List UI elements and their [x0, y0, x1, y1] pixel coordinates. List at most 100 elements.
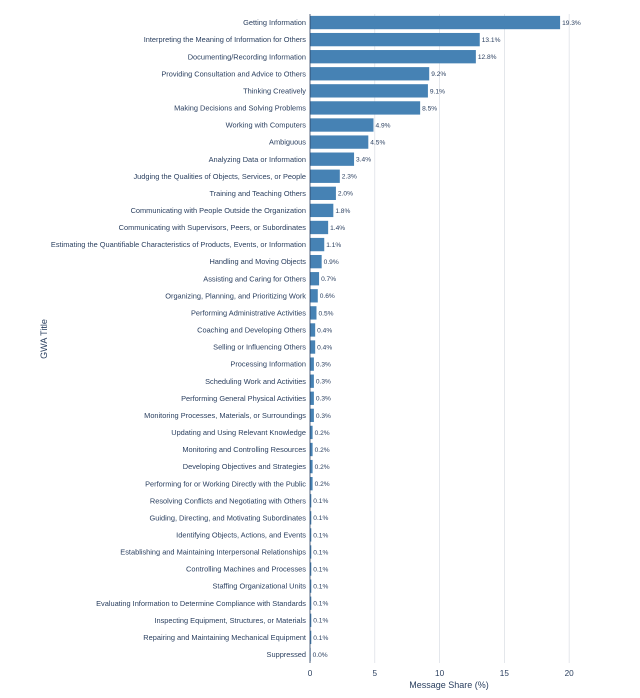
category-label: Updating and Using Relevant Knowledge [171, 428, 306, 437]
value-label: 0.1% [313, 584, 328, 591]
value-label: 9.2% [431, 71, 446, 78]
value-label: 0.5% [318, 310, 333, 317]
bar [310, 545, 312, 559]
bar [310, 579, 312, 593]
bar [310, 613, 312, 627]
category-label: Scheduling Work and Activities [205, 377, 306, 386]
bar [310, 15, 561, 30]
category-label: Organizing, Planning, and Prioritizing W… [165, 291, 306, 300]
bar [310, 84, 428, 98]
x-tick-label: 15 [500, 669, 510, 678]
value-label: 0.4% [317, 344, 332, 351]
x-axis-title: Message Share (%) [409, 680, 489, 690]
value-label: 4.5% [370, 139, 385, 146]
bar [310, 203, 334, 218]
value-label: 0.3% [316, 362, 331, 369]
value-label: 1.8% [335, 208, 350, 215]
bar [310, 306, 317, 320]
bar [310, 459, 313, 474]
value-label: 9.1% [430, 88, 445, 95]
category-label: Interpreting the Meaning of Information … [144, 35, 307, 44]
value-label: 19.3% [562, 20, 581, 27]
bar [310, 562, 312, 576]
value-labels: 19.3% 13.1% 12.8% 9.2% 9.1% 8.5% 4.9% 4.5% 3.4% 2… [313, 20, 581, 659]
y-axis-title: GWA Title [39, 319, 49, 359]
bar [310, 169, 340, 183]
bar [310, 152, 355, 166]
value-label: 0.1% [313, 549, 328, 556]
category-label: Guiding, Directing, and Motivating Subor… [149, 513, 306, 522]
bar [310, 67, 430, 81]
bar [310, 340, 316, 354]
value-label: 13.1% [482, 37, 501, 44]
category-label: Communicating with Supervisors, Peers, o… [119, 223, 307, 232]
category-label: Staffing Organizational Units [212, 582, 306, 591]
value-label: 0.1% [313, 515, 328, 522]
x-tick-label: 10 [435, 669, 445, 678]
category-label: Suppressed [267, 650, 306, 659]
x-tick-label: 0 [308, 669, 313, 678]
value-label: 0.3% [316, 413, 331, 420]
value-label: 2.0% [338, 191, 353, 198]
value-label: 1.1% [326, 242, 341, 249]
bar [310, 374, 314, 388]
category-label: Documenting/Recording Information [188, 52, 306, 61]
value-label: 0.1% [313, 618, 328, 625]
bars [310, 15, 561, 662]
bar [310, 596, 312, 610]
category-label: Monitoring and Controlling Resources [182, 445, 306, 454]
category-label: Providing Consultation and Advice to Oth… [161, 69, 306, 78]
category-label: Inspecting Equipment, Structures, or Mat… [154, 616, 306, 625]
bar [310, 477, 313, 491]
category-label: Performing for or Working Directly with … [145, 479, 306, 488]
bar [310, 425, 313, 440]
value-label: 0.2% [315, 447, 330, 454]
category-label: Resolving Conflicts and Negotiating with… [150, 496, 306, 505]
category-labels: Getting Information Interpreting the Mean… [51, 18, 306, 659]
bar [310, 220, 329, 235]
value-label: 0.6% [320, 293, 335, 300]
category-label: Controlling Machines and Processes [186, 565, 306, 574]
bar [310, 391, 314, 405]
bar [310, 289, 318, 303]
category-label: Assisting and Caring for Others [203, 274, 306, 283]
category-label: Thinking Creatively [243, 86, 306, 95]
bar [310, 135, 369, 149]
category-label: Identifying Objects, Actions, and Events [176, 531, 306, 540]
bar [310, 32, 480, 47]
bar [310, 630, 312, 645]
category-label: Handling and Moving Objects [209, 257, 306, 266]
value-label: 0.1% [313, 601, 328, 608]
x-tick-label: 5 [373, 669, 378, 678]
category-label: Estimating the Quantifiable Characterist… [51, 240, 306, 249]
value-label: 0.1% [313, 566, 328, 573]
value-label: 4.9% [375, 122, 390, 129]
category-label: Establishing and Maintaining Interperson… [120, 548, 306, 557]
value-label: 1.4% [330, 225, 345, 232]
bar [310, 118, 374, 132]
bar [310, 408, 314, 423]
value-label: 0.1% [313, 532, 328, 539]
category-label: Monitoring Processes, Materials, or Surr… [144, 411, 306, 420]
value-label: 0.2% [315, 464, 330, 471]
category-label: Analyzing Data or Information [209, 155, 306, 164]
bar [310, 50, 476, 64]
value-label: 0.0% [313, 652, 328, 659]
category-label: Repairing and Maintaining Mechanical Equ… [143, 633, 306, 642]
value-label: 2.3% [342, 174, 357, 181]
category-label: Selling or Influencing Others [213, 343, 306, 352]
value-label: 12.8% [478, 54, 497, 61]
category-label: Performing Administrative Activities [191, 308, 306, 317]
value-label: 0.3% [316, 379, 331, 386]
bar [310, 101, 421, 115]
category-label: Getting Information [243, 18, 306, 27]
category-label: Evaluating Information to Determine Comp… [96, 599, 306, 608]
category-label: Making Decisions and Solving Problems [174, 104, 306, 113]
bar [310, 442, 313, 457]
x-tick-labels: 0 5 10 15 20 [308, 669, 574, 678]
bar [310, 237, 325, 252]
category-label: Judging the Qualities of Objects, Servic… [133, 172, 306, 181]
value-label: 0.9% [324, 259, 339, 266]
gridlines [374, 14, 570, 663]
